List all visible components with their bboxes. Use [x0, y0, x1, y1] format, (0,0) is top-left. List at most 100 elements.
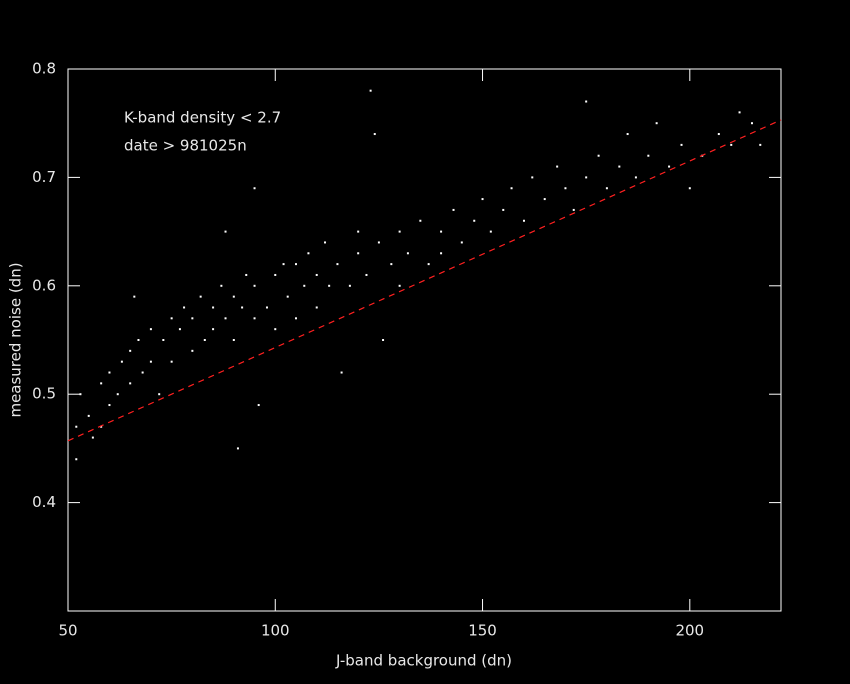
point — [510, 187, 513, 190]
y-tick-label: 0.6 — [32, 276, 56, 294]
y-tick-label: 0.8 — [32, 60, 56, 78]
point — [257, 404, 260, 407]
point — [738, 111, 741, 114]
point — [133, 295, 136, 298]
point — [365, 273, 368, 276]
point — [328, 284, 331, 287]
point — [236, 447, 239, 450]
point — [564, 187, 567, 190]
point — [87, 414, 90, 417]
point — [647, 154, 650, 157]
point — [340, 371, 343, 374]
point — [75, 425, 78, 428]
point — [315, 306, 318, 309]
point — [419, 219, 422, 222]
point — [191, 317, 194, 320]
point — [178, 328, 181, 331]
point — [232, 339, 235, 341]
point — [502, 208, 505, 211]
point — [158, 393, 161, 396]
point — [489, 230, 492, 233]
point — [634, 176, 637, 179]
annotation: date > 981025n — [124, 137, 247, 155]
plot-frame — [67, 68, 782, 612]
point — [382, 339, 385, 341]
point — [294, 317, 297, 320]
point — [307, 252, 310, 255]
point — [406, 252, 409, 255]
point — [531, 176, 534, 179]
point — [120, 360, 123, 363]
point — [750, 122, 753, 125]
point — [224, 230, 227, 233]
point — [597, 154, 600, 157]
point — [199, 295, 202, 298]
annotation: K-band density < 2.7 — [124, 109, 281, 127]
point — [655, 122, 658, 125]
point — [688, 187, 691, 190]
point — [170, 360, 173, 363]
point — [241, 306, 244, 309]
point — [170, 317, 173, 320]
y-tick-label: 0.7 — [32, 168, 56, 186]
point — [191, 349, 194, 352]
point — [373, 133, 376, 136]
point — [585, 100, 588, 103]
point — [224, 317, 227, 320]
point — [149, 360, 152, 363]
point — [680, 143, 683, 146]
point — [348, 284, 351, 287]
point — [212, 306, 215, 309]
point — [522, 219, 525, 222]
point — [108, 404, 111, 407]
point — [357, 230, 360, 233]
point — [100, 425, 103, 428]
point — [543, 198, 546, 201]
point — [274, 273, 277, 276]
point — [626, 133, 629, 136]
y-tick-label: 0.5 — [32, 385, 56, 403]
point — [398, 230, 401, 233]
x-tick-label: 100 — [261, 622, 290, 640]
point — [556, 165, 559, 168]
point — [108, 371, 111, 374]
point — [473, 219, 476, 222]
point — [336, 263, 339, 266]
x-tick-label: 150 — [468, 622, 497, 640]
point — [183, 306, 186, 309]
point — [440, 252, 443, 255]
point — [668, 165, 671, 168]
point — [572, 208, 575, 211]
point — [481, 198, 484, 201]
point — [730, 143, 733, 146]
y-axis-label: measured noise (dn) — [7, 262, 25, 417]
point — [390, 263, 393, 266]
point — [286, 295, 289, 298]
x-tick-label: 50 — [58, 622, 77, 640]
point — [303, 284, 306, 287]
point — [265, 306, 268, 309]
point — [203, 339, 206, 341]
point — [162, 339, 165, 341]
point — [357, 252, 360, 255]
point — [759, 143, 762, 146]
point — [369, 89, 372, 92]
point — [75, 458, 78, 461]
point — [460, 241, 463, 244]
point — [212, 328, 215, 331]
point — [605, 187, 608, 190]
point — [129, 349, 132, 352]
point — [618, 165, 621, 168]
point — [149, 328, 152, 331]
point — [324, 241, 327, 244]
point — [79, 393, 82, 396]
point — [232, 295, 235, 298]
point — [274, 328, 277, 331]
point — [253, 284, 256, 287]
point — [315, 273, 318, 276]
point — [440, 230, 443, 233]
point — [245, 273, 248, 276]
